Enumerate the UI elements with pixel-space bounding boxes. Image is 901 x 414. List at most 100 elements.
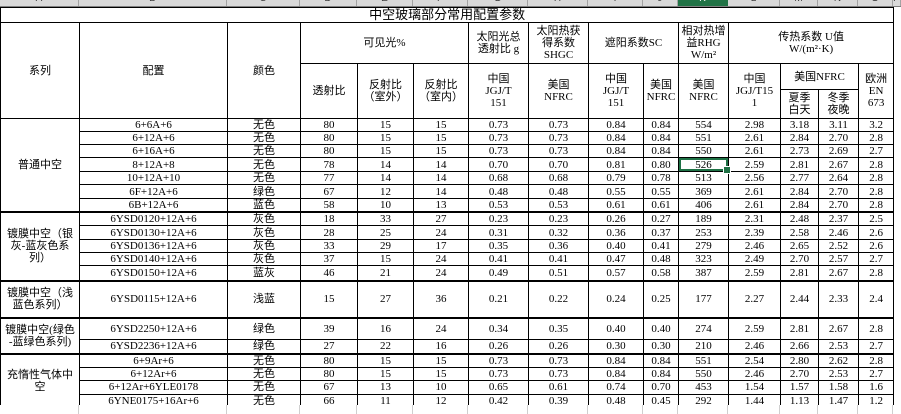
- data-cell[interactable]: 0.41: [643, 239, 679, 253]
- data-cell[interactable]: 2.46: [818, 225, 859, 240]
- data-cell[interactable]: 2.53: [818, 339, 859, 354]
- data-cell[interactable]: 39: [300, 316, 358, 340]
- data-cell[interactable]: 3.18: [780, 118, 819, 132]
- data-cell[interactable]: 513: [678, 171, 729, 185]
- data-cell[interactable]: 13: [413, 198, 469, 213]
- data-cell[interactable]: 15: [413, 118, 469, 132]
- config-cell[interactable]: 8+12A+8: [79, 157, 228, 172]
- header-vl-refl-out[interactable]: 反射比 （室外）: [357, 63, 414, 119]
- column-header-L[interactable]: L: [728, 0, 780, 6]
- data-cell[interactable]: 1.58: [818, 379, 859, 395]
- column-header-P[interactable]: P: [893, 0, 901, 6]
- data-cell[interactable]: 36: [413, 279, 469, 318]
- data-cell[interactable]: 0.73: [468, 144, 529, 158]
- data-cell[interactable]: 0.34: [468, 316, 529, 340]
- data-cell[interactable]: 0.70: [643, 379, 679, 395]
- data-cell[interactable]: 2.8: [857, 316, 895, 340]
- data-cell[interactable]: 0.30: [588, 339, 644, 354]
- data-cell[interactable]: 27: [413, 211, 469, 226]
- data-cell[interactable]: 蓝色: [227, 198, 301, 213]
- data-cell[interactable]: 0.41: [468, 252, 529, 266]
- data-cell[interactable]: 14: [413, 157, 469, 172]
- config-cell[interactable]: 6YSD0150+12A+6: [79, 265, 228, 281]
- config-cell[interactable]: 6YSD0130+12A+6: [79, 225, 228, 240]
- data-cell[interactable]: 0.73: [528, 144, 589, 158]
- data-cell[interactable]: 551: [678, 352, 729, 368]
- data-cell[interactable]: 2.81: [780, 157, 819, 172]
- data-cell[interactable]: 25: [357, 225, 414, 240]
- column-header-E[interactable]: E: [357, 0, 413, 6]
- data-cell[interactable]: 16: [413, 339, 469, 354]
- data-cell[interactable]: 15: [413, 352, 469, 368]
- config-cell[interactable]: 6+16A+6: [79, 144, 228, 158]
- data-cell[interactable]: 2.8: [857, 265, 895, 281]
- data-cell[interactable]: 0.40: [588, 239, 644, 253]
- data-cell[interactable]: 453: [678, 379, 729, 395]
- data-cell[interactable]: 15: [357, 366, 414, 381]
- data-cell[interactable]: 67: [300, 184, 358, 199]
- data-cell[interactable]: 灰色: [227, 239, 301, 253]
- data-cell[interactable]: 0.84: [588, 366, 644, 381]
- data-cell[interactable]: 12: [357, 184, 414, 199]
- data-cell[interactable]: 2.46: [728, 239, 781, 253]
- data-cell[interactable]: 灰色: [227, 211, 301, 226]
- data-cell[interactable]: 2.58: [780, 225, 819, 240]
- header-u-china-jgjt151[interactable]: 中国 JGJ/T15 1: [728, 63, 781, 119]
- data-cell[interactable]: 0.37: [643, 225, 679, 240]
- data-cell[interactable]: 78: [300, 157, 358, 172]
- config-cell[interactable]: 6+12Ar+6YLE0178: [79, 379, 228, 395]
- header-g-total[interactable]: 太阳光总 透射比 g: [468, 22, 529, 64]
- data-cell[interactable]: 80: [300, 131, 358, 145]
- data-cell[interactable]: 28: [300, 225, 358, 240]
- data-cell[interactable]: 15: [357, 352, 414, 368]
- data-cell[interactable]: 2.8: [857, 352, 895, 368]
- data-cell[interactable]: 2.67: [818, 265, 859, 281]
- data-cell[interactable]: 24: [413, 265, 469, 281]
- data-cell[interactable]: 2.65: [780, 239, 819, 253]
- data-cell[interactable]: 80: [300, 118, 358, 132]
- data-cell[interactable]: 274: [678, 316, 729, 340]
- header-visible-light[interactable]: 可见光%: [300, 22, 469, 64]
- data-cell[interactable]: 0.80: [643, 157, 679, 172]
- data-cell[interactable]: 2.98: [728, 118, 781, 132]
- header-europe-en673[interactable]: 欧洲 EN 673: [857, 63, 895, 119]
- data-cell[interactable]: 3.2: [857, 118, 895, 132]
- data-cell[interactable]: 24: [413, 225, 469, 240]
- header-sc-china-jgjt151[interactable]: 中国 JGJ/T 151: [588, 63, 644, 119]
- series-group-label[interactable]: 镀膜中空（浅 蓝色系列）: [0, 279, 80, 318]
- header-shgc-us-nfrc[interactable]: 美国 NFRC: [528, 63, 589, 119]
- header-g-china-jgjt151[interactable]: 中国 JGJ/T 151: [468, 63, 529, 119]
- data-cell[interactable]: 0.36: [528, 239, 589, 253]
- data-cell[interactable]: 2.61: [728, 184, 781, 199]
- config-cell[interactable]: 6YSD0115+12A+6: [79, 279, 228, 318]
- data-cell[interactable]: 0.84: [643, 118, 679, 132]
- header-summer-day[interactable]: 夏季 白天: [780, 89, 819, 119]
- data-cell[interactable]: 18: [300, 211, 358, 226]
- data-cell[interactable]: 2.61: [728, 144, 781, 158]
- data-cell[interactable]: 3.11: [818, 118, 859, 132]
- data-cell[interactable]: 14: [357, 171, 414, 185]
- data-cell[interactable]: 177: [678, 279, 729, 318]
- data-cell[interactable]: 15: [357, 118, 414, 132]
- data-cell[interactable]: 1.47: [818, 393, 859, 408]
- data-cell[interactable]: 0.73: [528, 118, 589, 132]
- data-cell[interactable]: 0.48: [468, 184, 529, 199]
- data-cell[interactable]: 0.45: [643, 393, 679, 408]
- data-cell[interactable]: 无色: [227, 157, 301, 172]
- data-cell[interactable]: 2.4: [857, 279, 895, 318]
- column-header-C[interactable]: C: [227, 0, 300, 6]
- data-cell[interactable]: 27: [300, 339, 358, 354]
- data-cell[interactable]: 0.49: [468, 265, 529, 281]
- data-cell[interactable]: 21: [357, 265, 414, 281]
- data-cell[interactable]: 0.70: [468, 157, 529, 172]
- header-sc[interactable]: 遮阳系数SC: [588, 22, 679, 64]
- data-cell[interactable]: 2.54: [728, 352, 781, 368]
- data-cell[interactable]: 0.25: [643, 279, 679, 318]
- data-cell[interactable]: 189: [678, 211, 729, 226]
- data-cell[interactable]: 2.48: [780, 211, 819, 226]
- data-cell[interactable]: 0.40: [588, 316, 644, 340]
- column-header-H[interactable]: H: [528, 0, 588, 6]
- data-cell[interactable]: 369: [678, 184, 729, 199]
- data-cell[interactable]: 2.44: [780, 279, 819, 318]
- header-config[interactable]: 配置: [79, 22, 228, 119]
